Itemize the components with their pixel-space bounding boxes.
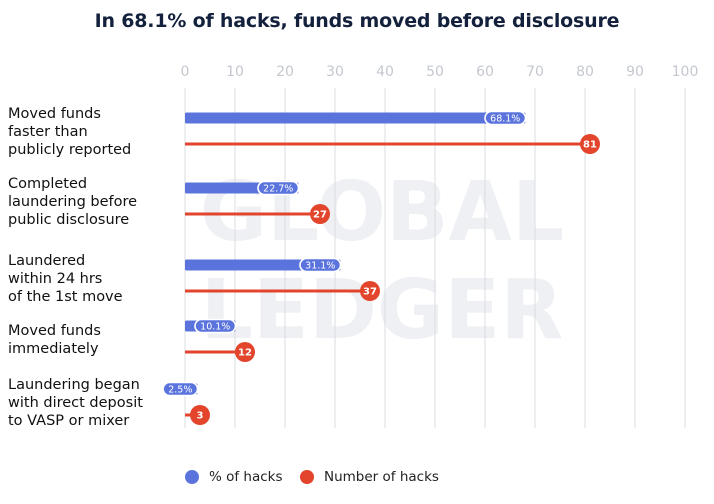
- category-label-line: faster than: [8, 124, 88, 140]
- legend-swatch-percent: [185, 470, 199, 484]
- x-tick-label: 20: [276, 64, 294, 80]
- count-value-label: 27: [313, 210, 327, 221]
- percent-value-pill: [484, 110, 527, 126]
- percent-value-pill: [162, 381, 199, 397]
- count-value-circle: [360, 281, 380, 301]
- category-label-line: to VASP or mixer: [8, 413, 129, 429]
- x-tick-label: 30: [326, 64, 344, 80]
- category-label-line: with direct deposit: [8, 395, 143, 411]
- count-value-label: 37: [363, 287, 377, 298]
- percent-value-label: 2.5%: [168, 384, 192, 395]
- percent-value-pill: [257, 180, 300, 196]
- x-tick-label: 60: [476, 64, 494, 80]
- legend-item-percent: % of hacks: [185, 469, 283, 485]
- x-tick-label: 50: [426, 64, 444, 80]
- legend-swatch-count: [300, 470, 314, 484]
- x-tick-label: 80: [576, 64, 594, 80]
- category-label-line: Laundered: [8, 253, 85, 269]
- category-labels: Moved funds faster than publicly reported C…: [8, 106, 143, 429]
- category-label: Moved funds immediately: [8, 323, 101, 357]
- count-value-label: 81: [583, 140, 597, 151]
- count-value-circle: [235, 342, 255, 362]
- category-label: Completed laundering before public disclos…: [8, 176, 137, 228]
- percent-bar: [185, 112, 526, 124]
- category-label: Moved funds faster than publicly reported: [8, 106, 131, 158]
- percent-value-label: 31.1%: [305, 260, 335, 271]
- percent-value-label: 10.1%: [200, 321, 230, 332]
- count-value-circle: [580, 134, 600, 154]
- category-label-line: within 24 hrs: [8, 271, 102, 287]
- category-label-line: laundering before: [8, 194, 137, 210]
- category-label-line: Moved funds: [8, 106, 101, 122]
- category-label-line: public disclosure: [8, 212, 129, 228]
- count-value-label: 3: [197, 411, 204, 422]
- legend-item-count: Number of hacks: [300, 469, 439, 485]
- percent-value-label: 68.1%: [490, 113, 520, 124]
- x-tick-label: 100: [672, 64, 699, 80]
- x-tick-label: 10: [226, 64, 244, 80]
- x-tick-label: 90: [626, 64, 644, 80]
- x-tick-label: 70: [526, 64, 544, 80]
- percent-value-label: 22.7%: [263, 183, 293, 194]
- category-label-line: Laundering began: [8, 377, 140, 393]
- watermark-line-2: LEDGER: [201, 263, 564, 358]
- count-value-circle: [310, 204, 330, 224]
- x-tick-label: 40: [376, 64, 394, 80]
- category-label-line: publicly reported: [8, 142, 131, 158]
- percent-value-pill: [194, 318, 237, 334]
- chart-title: In 68.1% of hacks, funds moved before di…: [94, 10, 620, 32]
- x-tick-label: 0: [181, 64, 190, 80]
- bars: 68.1% 81 22.7% 27 31.1% 37 10.1% 12 2.5% 3: [162, 110, 600, 425]
- percent-value-pill: [299, 257, 342, 273]
- category-label-line: of the 1st move: [8, 289, 123, 305]
- category-label-line: Completed: [8, 176, 87, 192]
- legend-label-count: Number of hacks: [324, 469, 439, 485]
- category-label: Laundered within 24 hrs of the 1st move: [8, 253, 123, 305]
- count-value-circle: [190, 405, 210, 425]
- x-axis-ticks: 0 10 20 30 40 50 60 70 80 90 100: [181, 64, 699, 80]
- category-label: Laundering began with direct deposit to VA…: [8, 377, 143, 429]
- legend-label-percent: % of hacks: [209, 469, 283, 485]
- category-label-line: Moved funds: [8, 323, 101, 339]
- count-value-label: 12: [238, 348, 252, 359]
- category-label-line: immediately: [8, 341, 99, 357]
